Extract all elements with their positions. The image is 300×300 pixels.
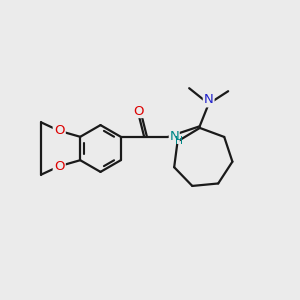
Text: H: H <box>175 136 183 146</box>
Text: N: N <box>204 93 214 106</box>
Text: O: O <box>134 104 144 118</box>
Text: O: O <box>54 124 64 137</box>
Text: O: O <box>54 160 64 173</box>
Text: N: N <box>169 130 179 143</box>
